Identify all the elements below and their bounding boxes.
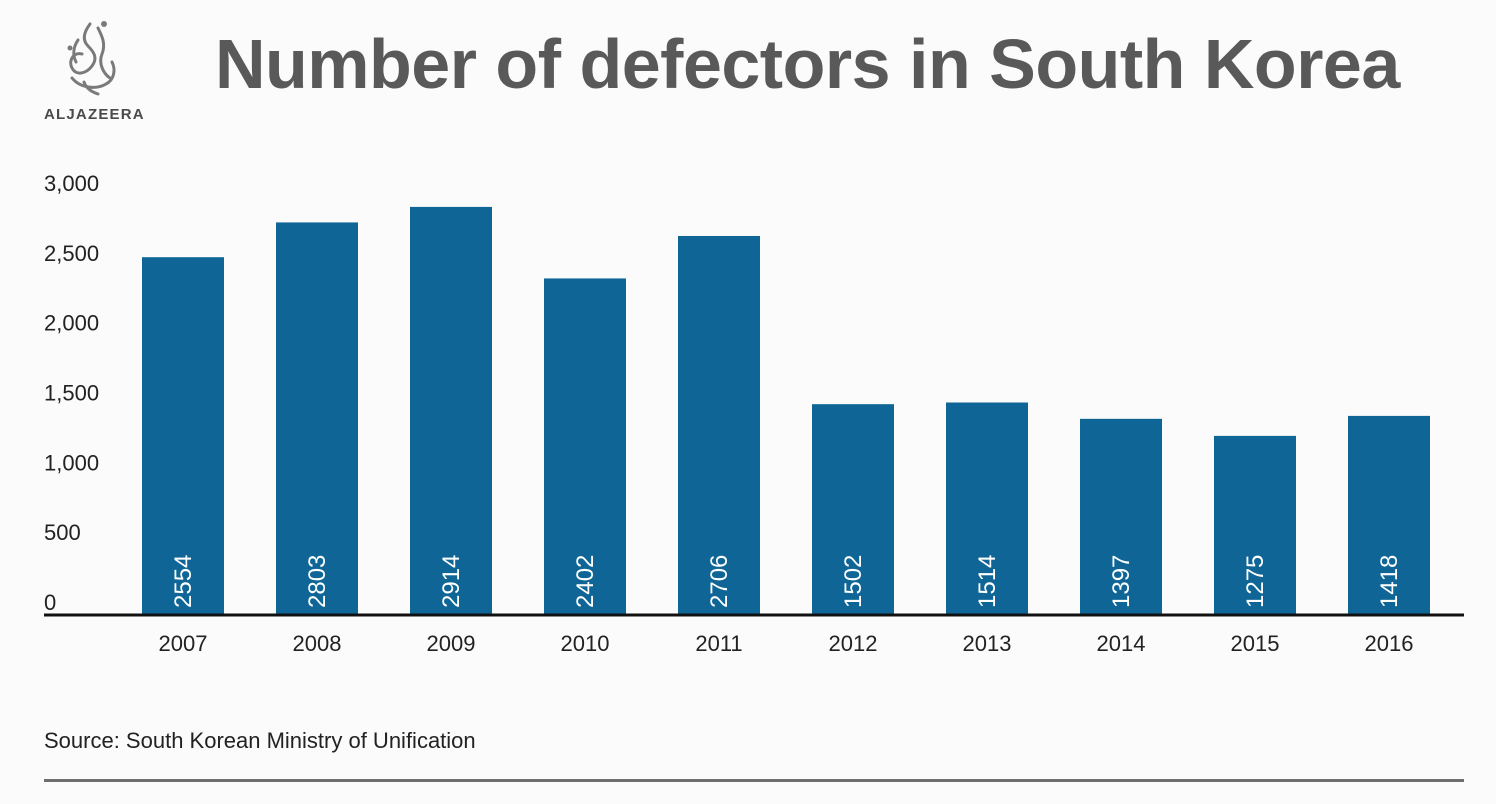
bar-value-label-2014: 1397 (1108, 555, 1135, 608)
x-tick-label-2011: 2011 (695, 631, 742, 656)
x-tick-label-2013: 2013 (963, 631, 1012, 656)
bar-value-labels: 2554 2803 2914 2402 2706 1502 1514 1397 1275 1418 (170, 555, 1403, 608)
bar-2007 (142, 257, 224, 614)
x-tick-label-2012: 2012 (829, 631, 878, 656)
bar-value-label-2008: 2803 (304, 555, 331, 608)
x-tick-label-2016: 2016 (1365, 631, 1414, 656)
bar-value-label-2012: 1502 (840, 555, 867, 608)
bar-2012 (812, 404, 894, 614)
y-tick-label: 3,000 (44, 171, 99, 196)
bar-2015 (1214, 435, 1296, 614)
y-tick-label: 0 (44, 590, 56, 615)
bar-value-label-2013: 1514 (974, 555, 1001, 608)
x-tick-label-2010: 2010 (561, 631, 610, 656)
y-tick-label: 1,000 (44, 450, 99, 475)
bar-value-label-2015: 1275 (1242, 555, 1269, 608)
y-tick-label: 2,000 (44, 311, 99, 336)
bars (142, 206, 1430, 615)
bar-2010 (544, 278, 626, 614)
bar-2011 (678, 235, 760, 614)
bar-2016 (1348, 415, 1430, 614)
bar-value-label-2010: 2402 (572, 555, 599, 608)
bar-2008 (276, 222, 358, 614)
bar-value-label-2007: 2554 (170, 555, 197, 608)
bar-2014 (1080, 418, 1162, 614)
x-tick-label-2014: 2014 (1097, 631, 1146, 656)
y-tick-label: 500 (44, 520, 81, 545)
x-tick-label-2009: 2009 (427, 631, 476, 656)
bar-2013 (946, 402, 1028, 614)
aljazeera-calligraphy-icon (67, 21, 116, 96)
logo-wordmark: ALJAZEERA (44, 106, 145, 123)
source-note: Source: South Korean Ministry of Unifica… (44, 728, 476, 753)
x-tick-label-2015: 2015 (1231, 631, 1280, 656)
x-tick-label-2007: 2007 (159, 631, 208, 656)
bar-2009 (410, 206, 492, 615)
bar-value-label-2016: 1418 (1376, 555, 1403, 608)
y-tick-label: 1,500 (44, 380, 99, 405)
bar-value-label-2009: 2914 (438, 555, 465, 608)
y-axis-labels: 0 500 1,000 1,500 2,000 2,500 3,000 (44, 171, 99, 615)
aljazeera-logo: ALJAZEERA (40, 18, 144, 124)
chart-title: Number of defectors in South Korea (215, 25, 1400, 103)
bar-value-label-2011: 2706 (706, 555, 733, 608)
y-tick-label: 2,500 (44, 241, 99, 266)
x-tick-label-2008: 2008 (293, 631, 342, 656)
x-axis-labels: 2007 2008 2009 2010 2011 2012 2013 2014 2015 2016 (159, 631, 1414, 656)
bottom-divider (44, 779, 1464, 782)
